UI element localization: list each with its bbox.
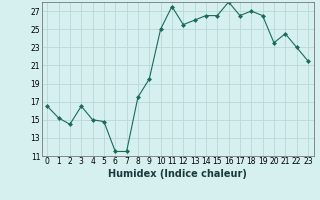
X-axis label: Humidex (Indice chaleur): Humidex (Indice chaleur): [108, 169, 247, 179]
